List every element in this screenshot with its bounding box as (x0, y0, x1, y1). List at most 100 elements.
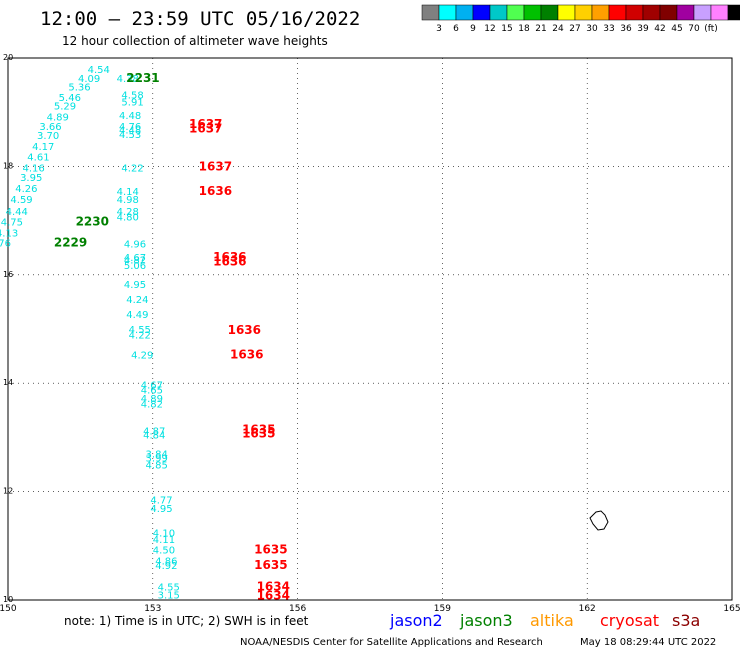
pass-time-label: 1637 (199, 159, 232, 173)
pass-time-label: 2231 (126, 71, 159, 85)
pass-time-label: 1635 (242, 427, 275, 441)
wave-height-label: 4.61 (27, 153, 49, 164)
satellite-legend: jason2 jason3 altika cryosat s3a (389, 611, 700, 630)
legend-label: 30 (586, 24, 598, 34)
pass-time-label: 1637 (189, 121, 222, 135)
wave-height-label: 4.67 (124, 253, 146, 264)
pass-time-label: 1635 (242, 422, 275, 436)
wave-height-values: 4.544.09 4.385.364.585.46 5.915.294.89 4.48… (0, 65, 180, 602)
legend-label: 21 (535, 24, 546, 34)
legend-swatch (642, 4, 661, 21)
wave-height-label: 4.48 (119, 111, 141, 122)
legend-swatch (574, 4, 593, 21)
legend-swatch (659, 4, 678, 21)
wave-height-label: 4.82 (124, 256, 146, 267)
wave-height-label: 4.92 (155, 561, 177, 572)
wave-height-label: 4.55 (158, 582, 180, 593)
legend-label: 9 (470, 24, 476, 34)
wave-height-label: 3.99 (146, 453, 168, 464)
legend-label: 45 (671, 24, 682, 34)
wave-height-label: 4.44 (6, 207, 28, 218)
pass-time-label: 2229 (54, 235, 87, 249)
wave-height-label: 4.14 (117, 187, 139, 198)
legend-label: 6 (453, 24, 459, 34)
footer-note: note: 1) Time is in UTC; 2) SWH is in fe… (64, 614, 309, 628)
wave-height-label: 4.13 (0, 229, 18, 240)
wave-height-label: 4.28 (117, 207, 139, 218)
wave-height-label: 4.95 (124, 280, 146, 291)
pass-time-label: 1634 (257, 579, 290, 593)
wave-height-label: 4.55 (129, 325, 151, 336)
legend-label: (ft) (704, 24, 718, 34)
wave-height-label: 4.24 (126, 295, 148, 306)
y-tick-label: 18 (3, 161, 13, 170)
wave-height-label: 4.17 (32, 142, 54, 153)
satellite-name-cryosat: cryosat (600, 611, 659, 630)
y-tick-label: 10 (3, 595, 13, 604)
legend-label: 24 (552, 24, 564, 34)
page-title: 12:00 — 23:59 UTC 05/16/2022 (40, 8, 360, 30)
legend-label: 3 (436, 24, 442, 34)
wave-height-label: 3.95 (20, 173, 42, 184)
wave-height-label: 5.91 (121, 97, 143, 108)
wave-height-label: 4.59 (10, 195, 32, 206)
wave-height-label: 4.29 (131, 350, 153, 361)
wave-height-label: 4.85 (146, 461, 168, 472)
legend-label: 15 (501, 24, 512, 34)
x-tick-label: 150 (0, 604, 17, 614)
satellite-name-s3a: s3a (672, 611, 700, 630)
wave-height-label: 4.89 (141, 394, 163, 405)
wave-height-label: 4.84 (143, 431, 165, 442)
wave-height-label: 4.26 (15, 184, 37, 195)
wave-height-label: 4.11 (153, 535, 175, 546)
wave-height-label: 4.53 (119, 130, 141, 141)
pass-time-labels: 2231163716371637163622302229163616361636… (54, 71, 290, 603)
x-tick-label: 156 (289, 604, 306, 614)
legend-label: 36 (620, 24, 632, 34)
wave-height-label: 5.36 (68, 83, 90, 94)
legend-swatch (557, 4, 576, 21)
wave-height-label: 4.10 (153, 528, 175, 539)
wave-height-label: 4.22 (121, 163, 143, 174)
map-frame (7, 57, 733, 601)
pass-time-label: 1635 (254, 543, 287, 557)
legend-swatch (489, 4, 508, 21)
wave-height-label: 3.70 (37, 131, 59, 142)
pass-time-label: 1636 (230, 347, 263, 361)
wave-height-label: 4.38 (117, 74, 139, 85)
y-tick-label: 12 (3, 487, 13, 496)
wave-height-label: 4.76 (119, 122, 141, 133)
pass-time-label: 1636 (199, 184, 232, 198)
pass-time-label: 1636 (228, 323, 261, 337)
wave-height-label: 4.75 (1, 218, 23, 229)
wave-height-label: 4.82 (141, 399, 163, 410)
legend-label: 18 (518, 24, 530, 34)
wave-height-label: 3.15 (158, 591, 180, 602)
legend-swatch (472, 4, 491, 21)
satellite-name-jason2: jason2 (389, 611, 443, 630)
wave-height-label: 3.84 (146, 450, 168, 461)
island-outline (589, 510, 609, 531)
wave-height-label: 4.65 (141, 386, 163, 397)
satellite-name-jason3: jason3 (459, 611, 513, 630)
page-subtitle: 12 hour collection of altimeter wave hei… (62, 34, 328, 48)
legend-swatch (608, 4, 627, 21)
wave-height-label: 4.77 (150, 496, 172, 507)
legend-swatch (591, 4, 610, 21)
wave-height-label: 4.50 (153, 546, 175, 557)
footer-timestamp: May 18 08:29:44 UTC 2022 (580, 637, 716, 648)
legend-swatch (693, 4, 712, 21)
pass-time-label: 2230 (76, 215, 109, 229)
satellite-name-altika: altika (530, 611, 574, 630)
wave-height-label: 3.66 (39, 122, 61, 133)
wave-height-label: 4.96 (124, 239, 146, 250)
wave-height-label: 4.09 (78, 74, 100, 85)
legend-label: 12 (484, 24, 495, 34)
legend-label: 70 (688, 24, 700, 34)
legend-label: 33 (603, 24, 614, 34)
pass-time-label: 1636 (213, 254, 246, 268)
color-legend: 3 6 9 12 15 18 21 24 27 30 33 36 39 42 45 70 (ft) (421, 4, 740, 34)
x-tick-label: 162 (579, 604, 596, 614)
wave-height-label: 4.80 (117, 212, 139, 223)
